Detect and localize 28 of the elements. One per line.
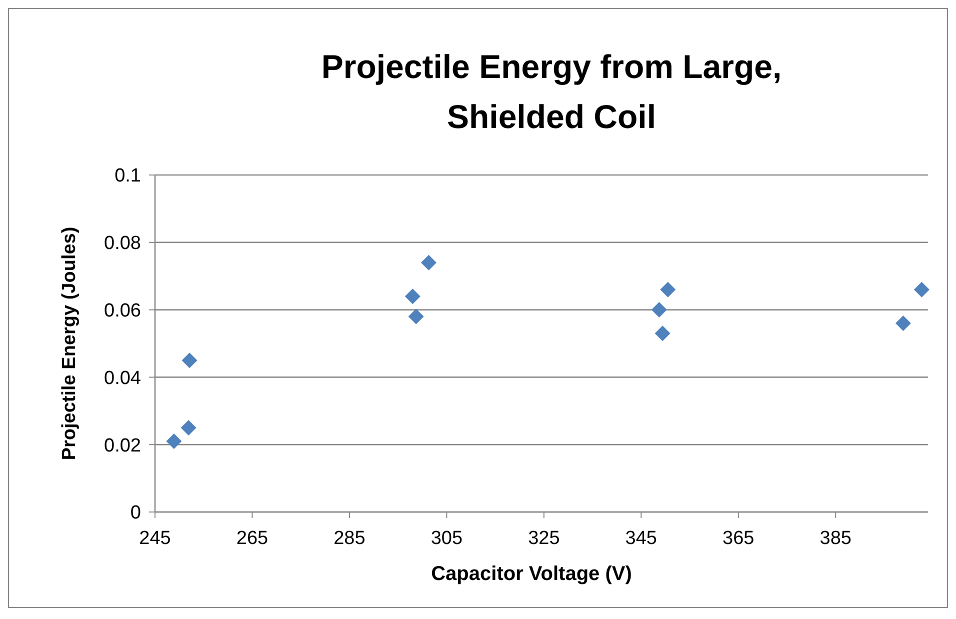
point [420,254,436,270]
x-axis-title: Capacitor Voltage (V) [431,563,632,585]
chart-title: Projectile Energy from Large, Shielded Coil [321,48,782,135]
x-tick-label: 345 [625,528,658,549]
y-axis-title: Projectile Energy (Joules) [59,226,80,460]
y-tick-label: 0.08 [104,233,141,254]
y-tick-label: 0 [130,502,141,524]
point [895,316,911,332]
point [404,288,420,304]
x-tick-label: 245 [139,528,171,549]
point [654,326,670,342]
y-tick-label: 0.1 [114,166,141,187]
x-tick-label: 325 [528,528,560,549]
point [408,308,424,324]
y-tick-label: 0.06 [104,300,141,322]
x-tick-label: 265 [236,528,268,549]
x-tick-label: 365 [722,528,754,549]
point [166,433,182,449]
point [651,302,667,318]
point [660,282,676,298]
x-tick-label: 385 [820,528,852,549]
point [180,420,196,436]
x-tick-label: 285 [334,528,366,549]
point [914,282,930,298]
point [182,352,198,368]
x-tick-label: 305 [430,528,463,549]
y-tick-label: 0.04 [104,368,142,389]
y-tick-label: 0.02 [104,435,141,456]
